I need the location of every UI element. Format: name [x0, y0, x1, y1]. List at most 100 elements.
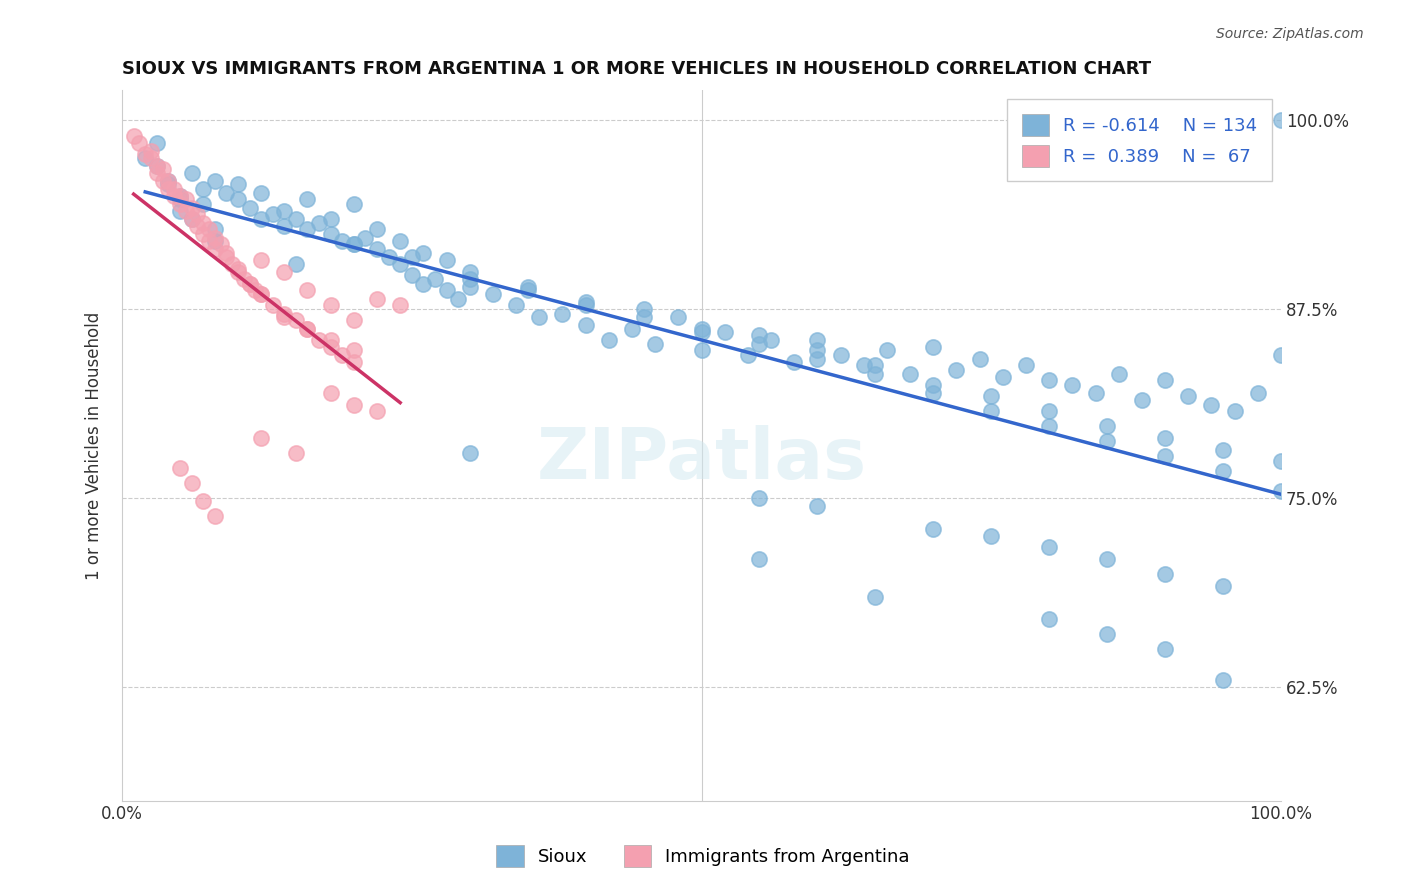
Point [250, 211, 273, 226]
Point [922, 378, 945, 392]
Point [343, 237, 366, 252]
Text: SIOUX VS IMMIGRANTS FROM ARGENTINA 1 OR MORE VEHICLES IN HOUSEHOLD CORRELATION C: SIOUX VS IMMIGRANTS FROM ARGENTINA 1 OR … [122, 60, 1152, 78]
Point [389, 257, 412, 271]
Point [343, 237, 366, 252]
Legend: Sioux, Immigrants from Argentina: Sioux, Immigrants from Argentina [489, 838, 917, 874]
Point [529, 310, 551, 324]
Point [366, 242, 388, 256]
Point [737, 348, 759, 362]
Point [284, 313, 307, 327]
Point [806, 352, 828, 367]
Point [245, 283, 267, 297]
Point [204, 242, 226, 256]
Point [1247, 385, 1270, 400]
Point [1201, 398, 1223, 412]
Point [748, 551, 770, 566]
Point [575, 298, 598, 312]
Point [1130, 393, 1153, 408]
Point [1154, 374, 1177, 388]
Point [598, 333, 620, 347]
Point [308, 216, 330, 230]
Point [250, 186, 273, 200]
Point [458, 272, 481, 286]
Point [748, 491, 770, 506]
Point [198, 222, 221, 236]
Point [169, 189, 191, 203]
Point [865, 590, 887, 604]
Point [898, 368, 921, 382]
Point [366, 292, 388, 306]
Point [713, 325, 735, 339]
Point [922, 385, 945, 400]
Point [783, 355, 806, 369]
Point [273, 219, 295, 234]
Point [1062, 378, 1084, 392]
Point [980, 388, 1002, 402]
Point [516, 283, 538, 297]
Point [1038, 374, 1060, 388]
Point [945, 363, 967, 377]
Point [575, 318, 598, 332]
Point [169, 204, 191, 219]
Point [284, 211, 307, 226]
Point [980, 529, 1002, 543]
Point [1154, 566, 1177, 581]
Point [377, 250, 399, 264]
Point [1270, 453, 1292, 467]
Point [193, 181, 215, 195]
Point [389, 235, 412, 249]
Point [319, 298, 342, 312]
Point [551, 307, 574, 321]
Point [128, 136, 150, 150]
Point [180, 476, 202, 491]
Point [876, 343, 898, 358]
Point [759, 333, 782, 347]
Point [122, 128, 145, 143]
Text: Source: ZipAtlas.com: Source: ZipAtlas.com [1216, 27, 1364, 41]
Point [666, 310, 689, 324]
Point [991, 370, 1014, 384]
Point [319, 385, 342, 400]
Point [748, 337, 770, 351]
Y-axis label: 1 or more Vehicles in Household: 1 or more Vehicles in Household [86, 311, 103, 580]
Point [193, 196, 215, 211]
Point [1154, 642, 1177, 657]
Point [690, 322, 713, 336]
Point [204, 235, 226, 249]
Point [215, 250, 238, 264]
Point [1015, 359, 1038, 373]
Point [297, 192, 319, 206]
Point [232, 272, 254, 286]
Point [1223, 403, 1246, 417]
Point [412, 246, 434, 260]
Point [644, 337, 666, 351]
Point [226, 177, 249, 191]
Point [458, 446, 481, 460]
Point [209, 237, 232, 252]
Point [1095, 551, 1118, 566]
Point [830, 348, 852, 362]
Point [262, 207, 284, 221]
Point [297, 322, 319, 336]
Point [139, 144, 162, 158]
Point [157, 174, 180, 188]
Point [1270, 113, 1292, 128]
Point [423, 272, 446, 286]
Point [620, 322, 643, 336]
Point [273, 204, 295, 219]
Point [1038, 418, 1060, 433]
Point [169, 189, 191, 203]
Point [273, 307, 295, 321]
Point [1038, 540, 1060, 554]
Point [922, 522, 945, 536]
Point [343, 398, 366, 412]
Point [1212, 442, 1234, 457]
Point [436, 283, 458, 297]
Point [226, 265, 249, 279]
Point [343, 196, 366, 211]
Point [204, 231, 226, 245]
Point [308, 333, 330, 347]
Point [516, 279, 538, 293]
Point [1270, 348, 1292, 362]
Point [969, 352, 991, 367]
